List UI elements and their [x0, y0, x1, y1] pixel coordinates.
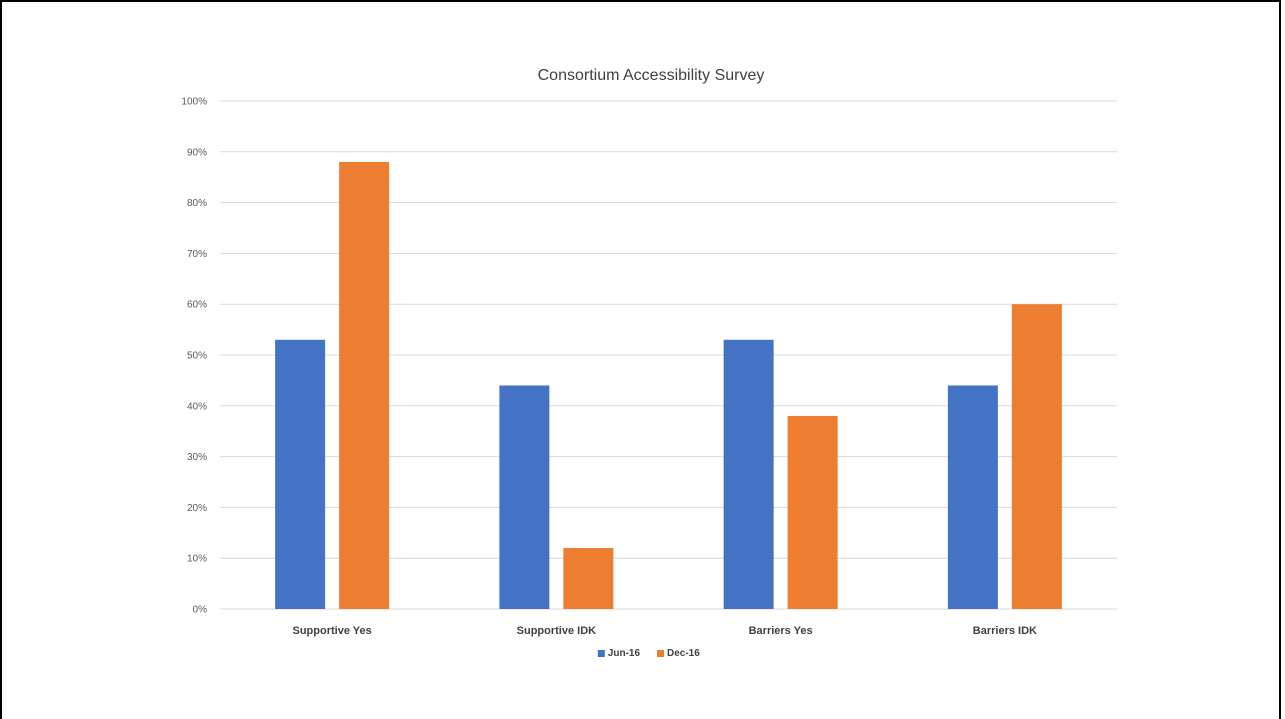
y-tick-label: 80% [187, 198, 207, 209]
bar-dec-16-supportive-idk [563, 548, 614, 609]
bar-jun-16-barriers-idk [947, 385, 998, 609]
bar-jun-16-supportive-yes [275, 339, 326, 609]
bar-jun-16-barriers-yes [723, 339, 774, 609]
y-tick-label: 10% [187, 554, 207, 565]
bar-dec-16-barriers-idk [1011, 304, 1062, 609]
bars [275, 161, 1062, 609]
legend-swatch [657, 650, 664, 657]
bar-dec-16-barriers-yes [787, 415, 838, 609]
y-tick-label: 50% [187, 351, 207, 362]
chart-title: Consortium Accessibility Survey [538, 67, 765, 84]
x-category-label: Barriers Yes [749, 625, 813, 637]
y-tick-label: 70% [187, 249, 207, 260]
x-axis-categories: Supportive Yes Supportive IDK Barriers Yes… [292, 625, 1037, 637]
y-tick-label: 30% [187, 452, 207, 463]
x-category-label: Supportive Yes [292, 625, 371, 637]
y-tick-label: 40% [187, 401, 207, 412]
x-category-label: Barriers IDK [973, 625, 1037, 637]
legend: Jun-16 Dec-16 [597, 648, 700, 659]
y-tick-label: 100% [181, 97, 207, 108]
y-tick-label: 20% [187, 503, 207, 514]
bar-jun-16-supportive-idk [499, 385, 550, 609]
bar-dec-16-supportive-yes [339, 161, 390, 609]
y-tick-label: 90% [187, 147, 207, 158]
legend-swatch [597, 650, 605, 657]
legend-label: Dec-16 [667, 648, 700, 659]
y-tick-label: 0% [193, 605, 208, 616]
y-tick-label: 60% [187, 300, 207, 311]
legend-label: Jun-16 [608, 648, 641, 659]
x-category-label: Supportive IDK [517, 625, 597, 637]
y-axis-ticks: 0% 10% 20% 30% 40% 50% 60% 70% 80% 90% 100% [181, 97, 207, 616]
